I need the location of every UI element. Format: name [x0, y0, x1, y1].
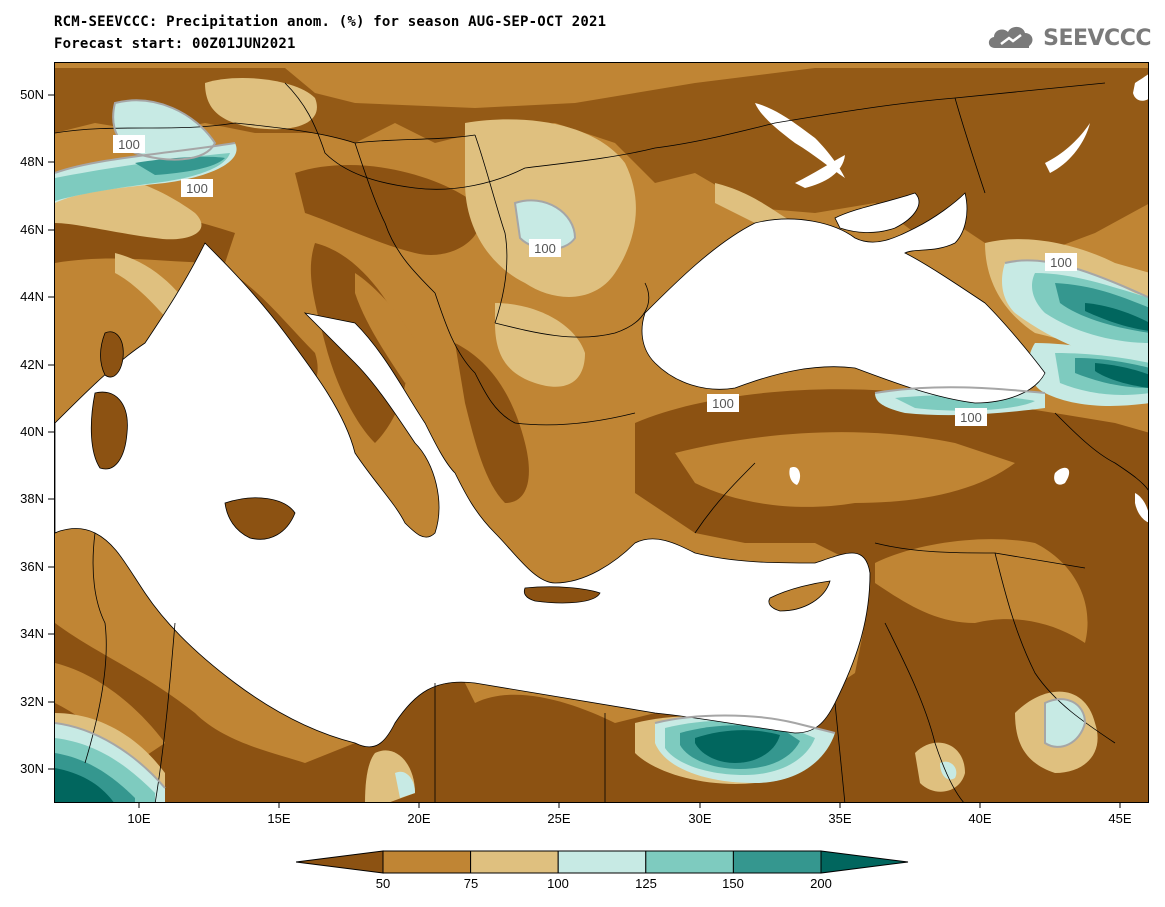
lon-label: 30E — [688, 811, 712, 826]
lat-label: 30N — [20, 761, 44, 776]
extreme-wet-regions — [55, 303, 1148, 802]
lakes — [755, 74, 1148, 523]
colorbar-segment — [732, 850, 822, 874]
lat-label: 40N — [20, 424, 44, 439]
lat-label: 46N — [20, 222, 44, 237]
forecast-start-label: Forecast start: 00Z01JUN2021 — [54, 36, 296, 52]
lat-label: 38N — [20, 491, 44, 506]
lon-label: 45E — [1108, 811, 1132, 826]
lon-ticks — [138, 802, 1121, 808]
contour-label-text: 100 — [534, 241, 556, 256]
lat-label: 36N — [20, 559, 44, 574]
lat-label: 48N — [20, 154, 44, 169]
sea-areas — [55, 192, 1046, 748]
colorbar-tick-label: 50 — [375, 876, 391, 891]
precipitation-anomaly-map: 100 100 100 100 100 100 — [54, 62, 1149, 803]
lat-label: 42N — [20, 357, 44, 372]
contour-label: 100 — [181, 179, 213, 197]
sardinia — [90, 391, 128, 470]
colorbar-tick-label: 75 — [463, 876, 479, 891]
crete — [523, 586, 601, 604]
lat-label: 44N — [20, 289, 44, 304]
colorbar — [296, 850, 909, 874]
sicily — [224, 497, 296, 540]
contour-label: 100 — [1045, 253, 1077, 271]
map-title: RCM-SEEVCCC: Precipitation anom. (%) for… — [54, 14, 607, 30]
contour-label-text: 100 — [1050, 255, 1072, 270]
contour-label-text: 100 — [960, 410, 982, 425]
colorbar-segment — [296, 850, 384, 874]
country-borders — [55, 82, 1148, 802]
colorbar-segment — [645, 850, 734, 874]
corsica — [100, 331, 124, 378]
colorbar-tick-label: 100 — [547, 876, 569, 891]
contour-label-text: 100 — [186, 181, 208, 196]
black-sea — [641, 192, 1046, 404]
lon-label: 25E — [547, 811, 571, 826]
colorbar-tick-label: 200 — [810, 876, 832, 891]
lat-label: 50N — [20, 87, 44, 102]
contour-label: 100 — [529, 239, 561, 257]
cloud-icon — [988, 26, 1033, 48]
contour-label-text: 100 — [712, 396, 734, 411]
sea-of-azov — [834, 192, 920, 233]
contour-label: 100 — [113, 135, 145, 153]
lon-label: 20E — [407, 811, 431, 826]
colorbar-tick-label: 125 — [635, 876, 657, 891]
lat-ticks — [48, 94, 54, 770]
colorbar-segment — [557, 850, 647, 874]
colorbar-segment — [820, 850, 909, 874]
contour-labels: 100 100 100 100 100 100 — [113, 135, 1077, 426]
logo-text: SEEVCCC — [1043, 25, 1151, 51]
lon-label: 35E — [828, 811, 852, 826]
colorbar-segment — [470, 850, 559, 874]
lat-label: 34N — [20, 626, 44, 641]
lon-label: 40E — [968, 811, 992, 826]
cyprus — [768, 580, 831, 612]
colorbar-segment — [382, 850, 472, 874]
islands — [90, 331, 831, 612]
lat-label: 32N — [20, 694, 44, 709]
lon-label: 15E — [267, 811, 291, 826]
contour-label-text: 100 — [118, 137, 140, 152]
mediterranean-sea — [55, 242, 871, 748]
colorbar-tick-label: 150 — [722, 876, 744, 891]
contour-label: 100 — [955, 408, 987, 426]
seevccc-logo: SEEVCCC — [983, 22, 1151, 54]
dry-bands — [55, 273, 1088, 763]
contour-label: 100 — [707, 394, 739, 412]
lon-label: 10E — [127, 811, 151, 826]
